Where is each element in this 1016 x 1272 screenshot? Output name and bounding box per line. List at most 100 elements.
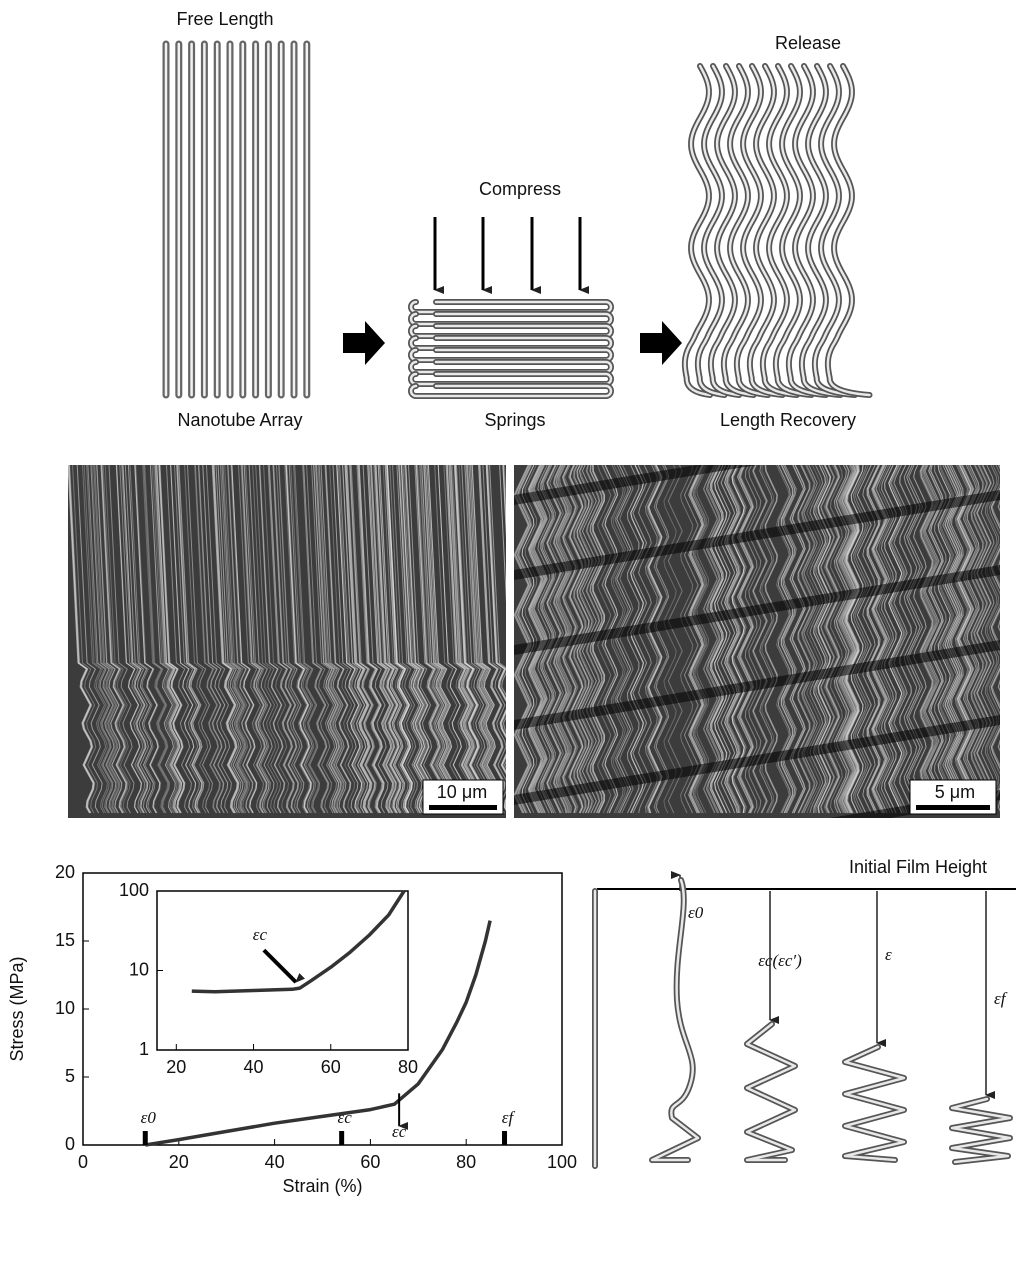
- fiber: [93, 465, 120, 814]
- fiber: [990, 465, 1000, 814]
- fiber: [273, 465, 300, 814]
- fiber: [461, 465, 488, 814]
- fiber: [458, 465, 485, 814]
- recovered-tube-core: [748, 64, 784, 397]
- fiber: [258, 465, 285, 814]
- fiber: [267, 465, 294, 814]
- fiber: [974, 465, 989, 814]
- fiber: [212, 465, 239, 814]
- fiber: [320, 465, 347, 814]
- fiber: [170, 465, 197, 814]
- fiber: [486, 465, 506, 810]
- fiber: [187, 465, 213, 814]
- fiber: [710, 465, 724, 814]
- fiber: [374, 465, 401, 814]
- fiber: [920, 465, 934, 814]
- fiber: [692, 465, 706, 814]
- schematic-label: εc(εc′): [758, 951, 802, 970]
- fiber: [485, 465, 506, 811]
- fiber: [437, 465, 464, 814]
- x-tick-label: 80: [398, 1057, 418, 1077]
- fiber: [285, 465, 312, 814]
- fiber: [938, 465, 953, 814]
- fiber: [194, 465, 221, 814]
- fiber: [998, 500, 1000, 812]
- fiber: [524, 465, 538, 814]
- fiber: [373, 465, 400, 814]
- fiber: [716, 465, 731, 814]
- fiber: [90, 465, 117, 814]
- y-tick-label: 0: [65, 1134, 75, 1154]
- x-tick-label: 40: [265, 1152, 285, 1172]
- fiber: [87, 465, 114, 814]
- fiber: [711, 465, 724, 814]
- fiber: [527, 465, 542, 814]
- fiber: [629, 465, 644, 814]
- fiber: [386, 465, 412, 814]
- fiber: [101, 465, 128, 814]
- fiber: [206, 465, 232, 814]
- spring-layer: [408, 299, 614, 315]
- fiber: [872, 465, 887, 814]
- fiber: [153, 465, 180, 814]
- fiber: [379, 465, 406, 814]
- fiber: [944, 465, 960, 814]
- fiber: [939, 465, 955, 814]
- fiber: [102, 465, 129, 814]
- fiber: [467, 465, 493, 814]
- fiber: [647, 465, 662, 814]
- fiber: [726, 465, 740, 814]
- fiber: [96, 465, 123, 814]
- fiber: [423, 465, 450, 814]
- fiber: [158, 465, 185, 814]
- fiber: [949, 465, 963, 814]
- fiber: [374, 465, 401, 814]
- fiber: [646, 465, 661, 814]
- fiber: [213, 465, 240, 814]
- fiber: [958, 465, 974, 814]
- fiber: [324, 465, 351, 814]
- fiber: [219, 465, 246, 814]
- fiber: [919, 465, 934, 814]
- fiber: [614, 465, 629, 814]
- fiber: [202, 465, 229, 814]
- fiber: [143, 465, 170, 814]
- fiber: [977, 465, 992, 814]
- fiber: [400, 465, 427, 814]
- fiber: [648, 465, 663, 814]
- fiber: [350, 465, 377, 814]
- fiber: [101, 465, 128, 814]
- fiber: [423, 465, 450, 814]
- fiber: [248, 465, 275, 814]
- fiber: [986, 465, 1000, 814]
- fiber: [215, 465, 242, 814]
- fiber: [612, 465, 626, 814]
- fiber: [76, 465, 103, 814]
- data-line: [145, 920, 492, 1147]
- fiber: [404, 465, 430, 814]
- fiber: [878, 465, 893, 814]
- fiber: [482, 465, 506, 814]
- fiber: [446, 465, 473, 814]
- fiber: [144, 465, 171, 814]
- fiber: [154, 465, 181, 814]
- fiber: [884, 465, 897, 814]
- spring-layer: [408, 311, 614, 327]
- fiber: [990, 465, 1000, 814]
- fiber: [389, 465, 416, 814]
- shadow-band: [514, 565, 1000, 655]
- fiber: [702, 465, 718, 814]
- fiber: [332, 465, 359, 814]
- fiber: [709, 465, 723, 814]
- fiber: [241, 465, 268, 814]
- fiber: [156, 465, 183, 814]
- fiber: [648, 465, 663, 814]
- fiber: [487, 465, 506, 808]
- strain-label: εf: [502, 1108, 516, 1127]
- fiber: [346, 465, 373, 814]
- fiber: [198, 465, 225, 814]
- fiber: [358, 465, 385, 814]
- fiber: [317, 465, 344, 814]
- fiber: [357, 465, 384, 814]
- fiber: [448, 465, 475, 814]
